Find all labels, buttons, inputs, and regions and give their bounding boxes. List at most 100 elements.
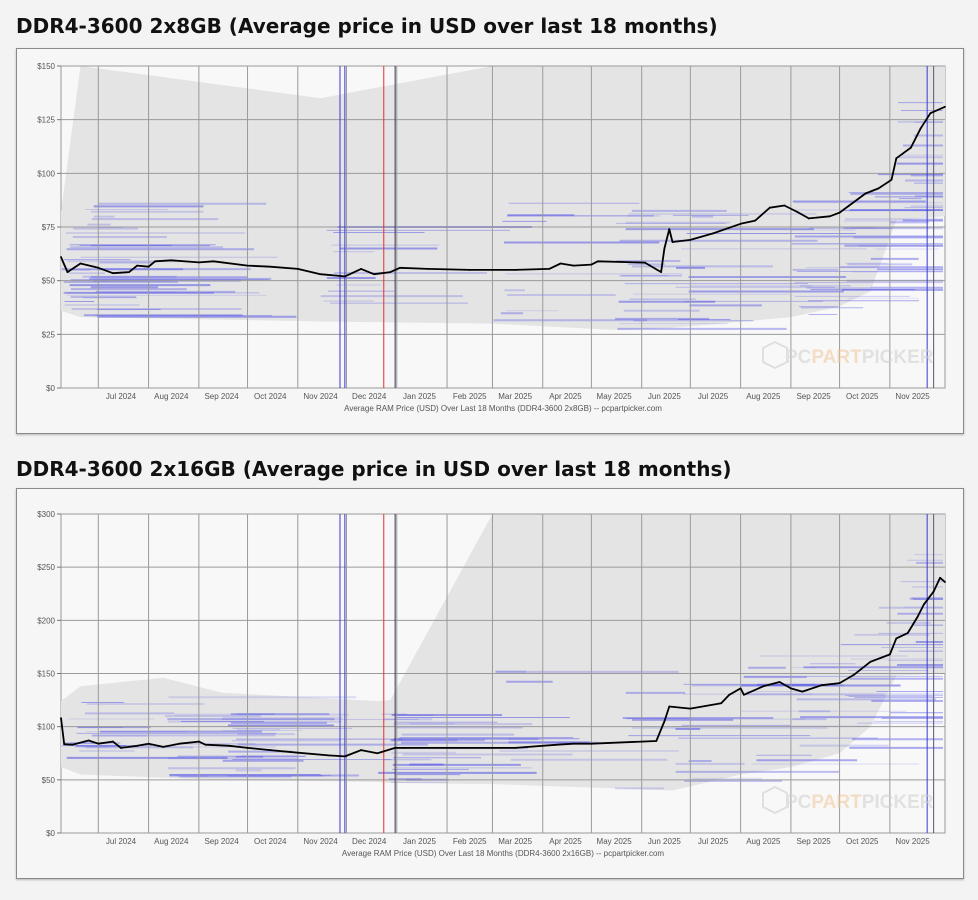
x-tick-label: Dec 2024 [352, 392, 387, 401]
price-point [178, 742, 181, 745]
price-point [394, 747, 397, 749]
pcpartpicker-logo-icon [762, 785, 788, 815]
price-point [112, 740, 114, 743]
x-tick-label: Mar 2025 [498, 837, 532, 846]
price-point [228, 744, 231, 747]
price-point [939, 576, 942, 579]
price-point [204, 743, 207, 746]
x-tick-label: Aug 2025 [746, 837, 781, 846]
price-point [778, 681, 781, 683]
price-point [768, 206, 771, 209]
watermark-text: PCPARTPICKER [785, 347, 934, 368]
price-point [399, 266, 401, 269]
x-tick-label: Apr 2025 [549, 392, 582, 401]
price-point [754, 219, 757, 222]
x-tick-label: Nov 2024 [303, 392, 338, 401]
price-point [796, 211, 799, 213]
price-point [663, 720, 666, 723]
price-point [468, 269, 471, 271]
price-point [360, 749, 362, 751]
price-point [655, 740, 658, 742]
x-tick-label: Oct 2025 [846, 837, 879, 846]
price-point [739, 222, 742, 225]
price-point [170, 259, 173, 262]
chart-panel-2x8gb: $0 $25 $50 $75 $100 $125 $150 Jul 2024 Aug 2024 S… [16, 48, 964, 434]
price-point [468, 747, 471, 749]
price-point [671, 241, 674, 243]
y-tick-label: $75 [42, 223, 56, 232]
price-point [919, 127, 922, 130]
price-point [864, 192, 867, 195]
x-tick-label: Oct 2024 [254, 392, 287, 401]
watermark-prefix: PC [785, 347, 812, 368]
x-tick-label: Aug 2024 [154, 837, 189, 846]
price-point [590, 263, 593, 266]
price-point [888, 653, 891, 656]
price-point [319, 273, 322, 276]
price-point [63, 743, 66, 746]
price-point [853, 673, 856, 676]
price-point [197, 740, 200, 743]
price-point [906, 632, 909, 634]
x-tick-label: Aug 2025 [746, 392, 781, 401]
price-point [869, 660, 872, 663]
y-tick-label: $100 [37, 723, 55, 732]
price-point [60, 256, 62, 258]
price-point [162, 745, 165, 748]
chart-title-2x8gb: DDR4-3600 2x8GB (Average price in USD ov… [16, 14, 718, 38]
price-point [296, 751, 299, 754]
x-tick-label: Oct 2025 [846, 392, 879, 401]
price-point [296, 267, 299, 270]
y-tick-label: $0 [46, 829, 55, 838]
y-tick-label: $150 [37, 670, 55, 679]
price-point [97, 742, 100, 745]
x-tick-label: Sep 2024 [204, 837, 239, 846]
price-point [402, 747, 405, 749]
price-point [154, 260, 156, 263]
price-point [944, 581, 946, 583]
price-point [923, 603, 925, 606]
price-point [807, 217, 810, 220]
x-tick-label: Nov 2024 [303, 837, 338, 846]
price-point [820, 684, 823, 687]
price-point [742, 693, 745, 696]
average-price-line [60, 105, 946, 278]
x-tick-label: Feb 2025 [453, 392, 487, 401]
price-point [360, 267, 362, 270]
price-point [801, 690, 804, 693]
x-tick-label: Jan 2025 [403, 392, 436, 401]
pcpartpicker-watermark: PCPARTPICKER [762, 785, 934, 815]
price-point [197, 261, 200, 264]
y-tick-label: $25 [42, 330, 56, 339]
x-axis-caption: Average RAM Price (USD) Over Last 18 Mon… [342, 849, 665, 858]
price-point [246, 264, 249, 267]
price-point [877, 187, 880, 190]
price-point [147, 265, 150, 268]
x-axis-caption: Average RAM Price (USD) Over Last 18 Mon… [344, 404, 662, 413]
price-point [572, 742, 575, 745]
x-tick-label: Nov 2025 [895, 837, 930, 846]
x-tick-label: Sep 2025 [796, 837, 831, 846]
price-point [720, 702, 723, 705]
x-tick-label: Sep 2025 [796, 392, 831, 401]
price-point [136, 264, 139, 267]
x-tick-label: Aug 2024 [154, 392, 189, 401]
price-chart-2x16gb: $0 $50 $100 $150 $200 $250 $300 Jul 2024 Aug 202… [37, 510, 946, 858]
price-point [136, 744, 139, 747]
price-point [712, 232, 714, 235]
price-point [147, 742, 150, 745]
price-point [66, 271, 69, 273]
price-point [269, 265, 272, 268]
price-point [663, 247, 666, 250]
price-point [828, 215, 831, 218]
price-point [644, 261, 646, 264]
price-point [762, 685, 765, 688]
price-point [689, 707, 692, 710]
x-tick-label: Feb 2025 [453, 837, 487, 846]
watermark-suffix: PICKER [862, 792, 934, 813]
price-point [128, 271, 131, 273]
x-tick-label: Mar 2025 [498, 392, 532, 401]
price-point [668, 705, 671, 708]
price-point [668, 228, 671, 231]
x-tick-label: Sep 2024 [204, 392, 239, 401]
